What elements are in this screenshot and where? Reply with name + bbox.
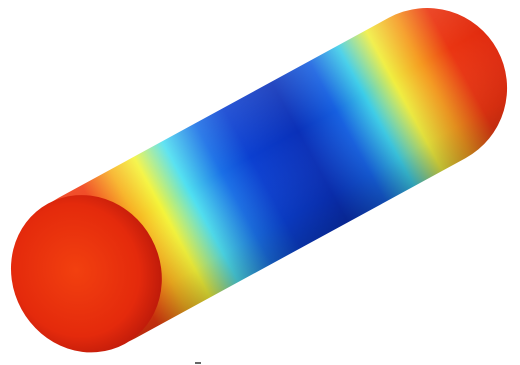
page [0,0,520,365]
capsule-render [0,0,520,365]
capsule [0,0,520,365]
